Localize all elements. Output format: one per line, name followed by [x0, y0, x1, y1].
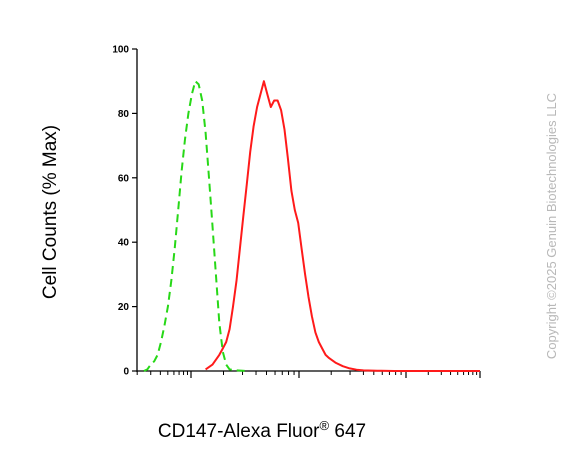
copyright-watermark: Copyright ©2025 Genuin Biotechnologies L… [544, 93, 559, 359]
control-series-line [143, 80, 247, 372]
y-axis-label: Cell Counts (% Max) [40, 125, 61, 299]
x-axis-label-suffix: 647 [329, 421, 366, 442]
series-group [143, 80, 480, 372]
x-axis-label-superscript: ® [320, 418, 330, 433]
x-axis-label-main: CD147-Alexa Fluor [158, 421, 320, 442]
y-ticks: 0 20 40 60 80 100 [112, 45, 137, 378]
y-tick-label: 20 [118, 302, 130, 313]
cd147-series-line [205, 80, 480, 372]
y-tick-label: 60 [118, 173, 130, 184]
y-tick-label: 40 [118, 238, 130, 249]
y-tick-label: 0 [123, 367, 129, 378]
y-tick-label: 100 [112, 45, 129, 56]
axes [136, 49, 480, 372]
x-axis-label: CD147-Alexa Fluor® 647 [158, 418, 366, 442]
x-ticks [136, 371, 481, 378]
y-tick-label: 80 [118, 109, 130, 120]
